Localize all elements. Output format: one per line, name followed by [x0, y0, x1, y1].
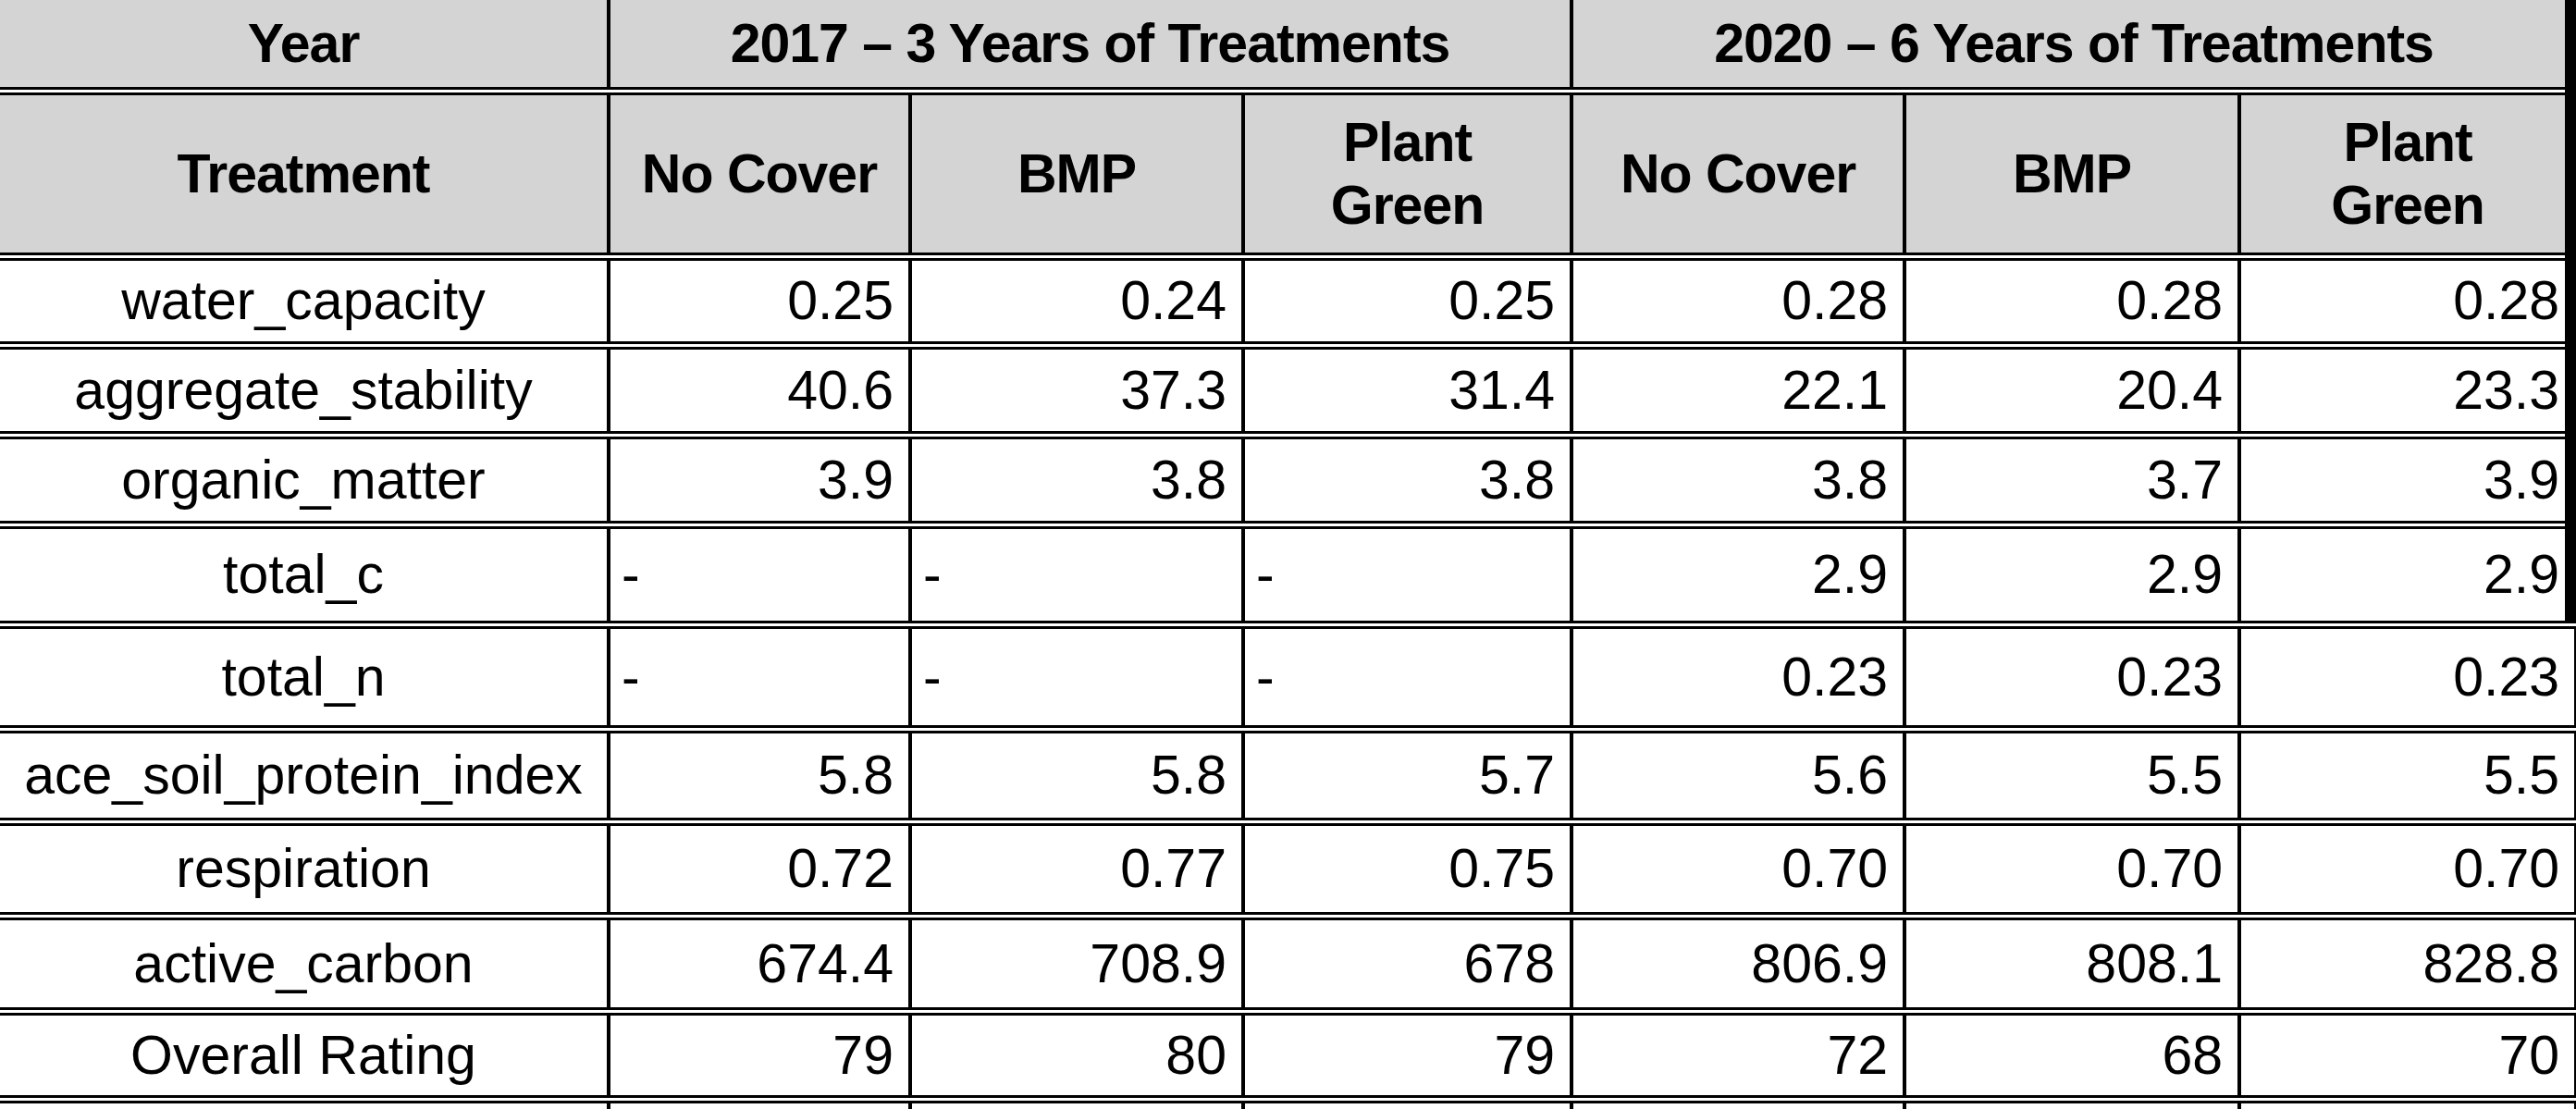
row-label: ace_soil_protein_index	[0, 729, 609, 821]
cell-value: 5.7	[1243, 729, 1571, 821]
cutoff-cell	[1571, 1099, 1904, 1109]
treatment-header-cell: Treatment	[0, 91, 609, 256]
cell-value: 5.8	[609, 729, 910, 821]
table-row-water-capacity: water_capacity 0.25 0.24 0.25 0.28 0.28 …	[0, 256, 2576, 345]
cell-value: -	[609, 524, 910, 624]
row-label: respiration	[0, 821, 609, 916]
cell-value: 0.23	[2239, 624, 2576, 729]
cell-value: 0.70	[2239, 821, 2576, 916]
cutoff-cell	[0, 1099, 609, 1109]
cutoff-partial-row	[0, 1099, 2576, 1109]
cell-value: 3.8	[1571, 435, 1904, 524]
cell-value: 0.28	[2239, 256, 2576, 345]
cell-value: -	[1243, 524, 1571, 624]
cell-value: 3.8	[1243, 435, 1571, 524]
column-header-plant-green-2020: Plant Green	[2239, 91, 2576, 256]
row-label: active_carbon	[0, 916, 609, 1011]
cell-value: 828.8	[2239, 916, 2576, 1011]
cell-value: -	[910, 624, 1243, 729]
table-row-ace-soil-protein-index: ace_soil_protein_index 5.8 5.8 5.7 5.6 5…	[0, 729, 2576, 821]
soil-health-results-table-screenshot: Year 2017 – 3 Years of Treatments 2020 –…	[0, 0, 2576, 1109]
cell-value: 5.8	[910, 729, 1243, 821]
cell-value: 0.23	[1571, 624, 1904, 729]
table-row-active-carbon: active_carbon 674.4 708.9 678 806.9 808.…	[0, 916, 2576, 1011]
cell-value: 808.1	[1904, 916, 2239, 1011]
cell-value: 79	[609, 1011, 910, 1099]
cell-value: 2.9	[1904, 524, 2239, 624]
cutoff-cell	[1243, 1099, 1571, 1109]
cell-value: 5.5	[2239, 729, 2576, 821]
cell-value: 5.5	[1904, 729, 2239, 821]
treatments-results-table: Year 2017 – 3 Years of Treatments 2020 –…	[0, 0, 2576, 1109]
column-header-no-cover-2020: No Cover	[1571, 91, 1904, 256]
row-label: organic_matter	[0, 435, 609, 524]
cell-value: -	[609, 624, 910, 729]
cell-value: 40.6	[609, 345, 910, 435]
cell-value: 70	[2239, 1011, 2576, 1099]
cell-value: 3.8	[910, 435, 1243, 524]
cell-value: 2.9	[2239, 524, 2576, 624]
cell-value: 806.9	[1571, 916, 1904, 1011]
column-header-bmp-2017: BMP	[910, 91, 1243, 256]
row-label: total_n	[0, 624, 609, 729]
cell-value: 0.24	[910, 256, 1243, 345]
cell-value: 23.3	[2239, 345, 2576, 435]
column-header-bmp-2020: BMP	[1904, 91, 2239, 256]
table-row-overall-rating: Overall Rating 79 80 79 72 68 70	[0, 1011, 2576, 1099]
row-label: total_c	[0, 524, 609, 624]
row-label: Overall Rating	[0, 1011, 609, 1099]
cutoff-cell	[609, 1099, 910, 1109]
cell-value: 0.72	[609, 821, 910, 916]
column-header-plant-green-2017: Plant Green	[1243, 91, 1571, 256]
cell-value: 22.1	[1571, 345, 1904, 435]
column-header-no-cover-2017: No Cover	[609, 91, 910, 256]
table-row-total-n: total_n - - - 0.23 0.23 0.23	[0, 624, 2576, 729]
cell-value: 5.6	[1571, 729, 1904, 821]
cell-value: 3.9	[609, 435, 910, 524]
cell-value: 72	[1571, 1011, 1904, 1099]
cell-value: 0.75	[1243, 821, 1571, 916]
cutoff-cell	[2239, 1099, 2576, 1109]
row-label: aggregate_stability	[0, 345, 609, 435]
cell-value: 3.7	[1904, 435, 2239, 524]
cell-value: 20.4	[1904, 345, 2239, 435]
cell-value: 80	[910, 1011, 1243, 1099]
cell-value: -	[1243, 624, 1571, 729]
right-edge-black-strip	[2565, 0, 2576, 622]
cell-value: 0.25	[1243, 256, 1571, 345]
table-row-organic-matter: organic_matter 3.9 3.8 3.8 3.8 3.7 3.9	[0, 435, 2576, 524]
table-row-respiration: respiration 0.72 0.77 0.75 0.70 0.70 0.7…	[0, 821, 2576, 916]
cell-value: 31.4	[1243, 345, 1571, 435]
year-header-row: Year 2017 – 3 Years of Treatments 2020 –…	[0, 0, 2576, 91]
cell-value: 708.9	[910, 916, 1243, 1011]
cell-value: 674.4	[609, 916, 910, 1011]
cell-value: 0.23	[1904, 624, 2239, 729]
cell-value: 0.70	[1571, 821, 1904, 916]
cell-value: 0.70	[1904, 821, 2239, 916]
cell-value: 68	[1904, 1011, 2239, 1099]
cell-value: 37.3	[910, 345, 1243, 435]
cell-value: 2.9	[1571, 524, 1904, 624]
cell-value: 0.28	[1571, 256, 1904, 345]
year-header-cell: Year	[0, 0, 609, 91]
cutoff-cell	[1904, 1099, 2239, 1109]
treatment-header-row: Treatment No Cover BMP Plant Green No Co…	[0, 91, 2576, 256]
cell-value: 3.9	[2239, 435, 2576, 524]
cutoff-cell	[910, 1099, 1243, 1109]
cell-value: -	[910, 524, 1243, 624]
table-row-total-c: total_c - - - 2.9 2.9 2.9	[0, 524, 2576, 624]
cell-value: 0.77	[910, 821, 1243, 916]
cell-value: 0.25	[609, 256, 910, 345]
cell-value: 678	[1243, 916, 1571, 1011]
cell-value: 79	[1243, 1011, 1571, 1099]
cell-value: 0.28	[1904, 256, 2239, 345]
table-row-aggregate-stability: aggregate_stability 40.6 37.3 31.4 22.1 …	[0, 345, 2576, 435]
group-header-2017: 2017 – 3 Years of Treatments	[609, 0, 1571, 91]
row-label: water_capacity	[0, 256, 609, 345]
group-header-2020: 2020 – 6 Years of Treatments	[1571, 0, 2576, 91]
